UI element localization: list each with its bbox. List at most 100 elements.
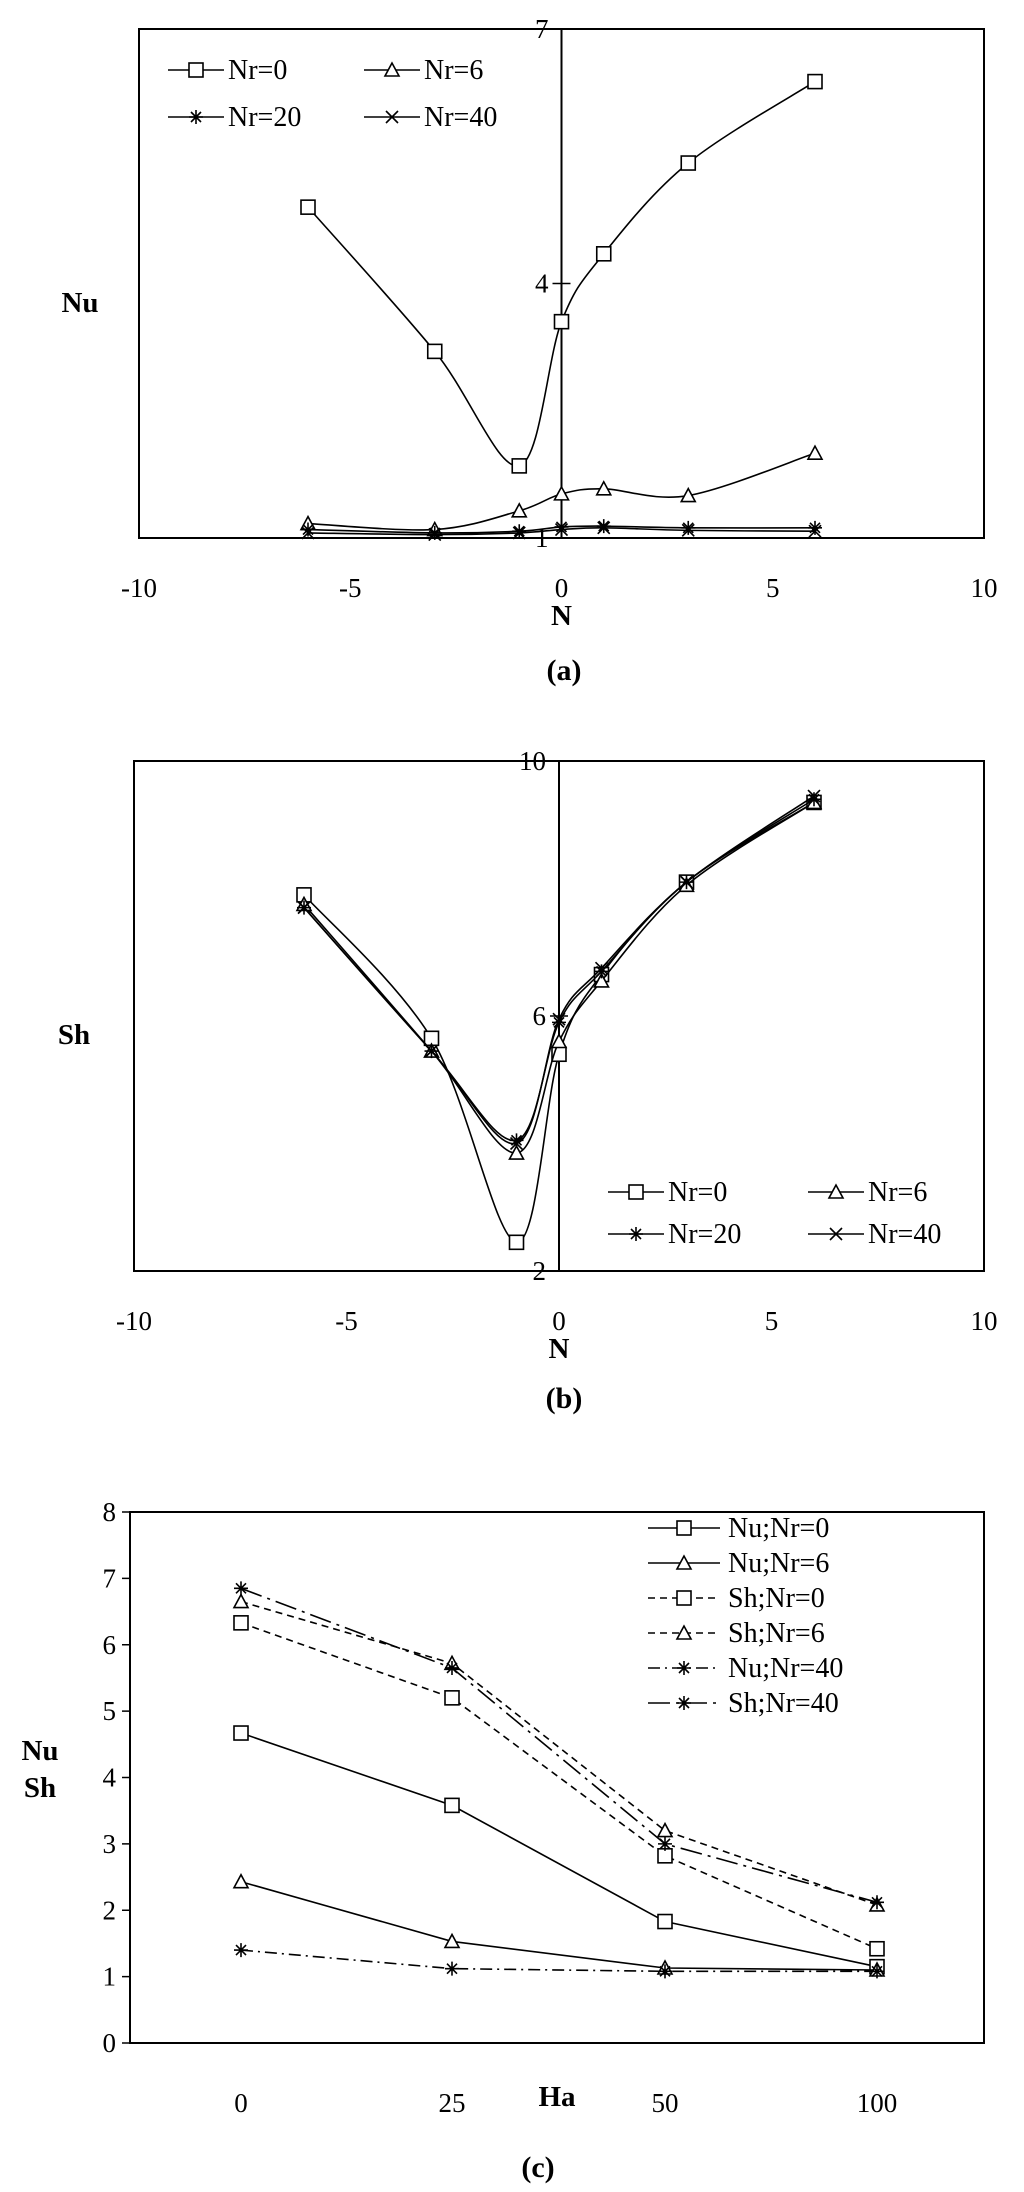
y-tick-label: 1 xyxy=(103,1962,117,1992)
x-tick-label: -5 xyxy=(339,573,362,603)
legend-label: Nr=0 xyxy=(668,1177,727,1208)
y-axis-title: Nu xyxy=(61,287,98,319)
y-tick-label: 7 xyxy=(103,1563,117,1593)
x-tick-label: 0 xyxy=(555,573,569,603)
data-point xyxy=(445,1660,459,1675)
data-point xyxy=(552,1015,566,1030)
data-point xyxy=(808,524,822,538)
x-tick-label: -10 xyxy=(116,1306,152,1336)
data-point xyxy=(553,313,570,330)
data-point xyxy=(597,521,611,535)
legend-label: Nr=6 xyxy=(868,1177,927,1208)
data-point xyxy=(869,1940,885,1957)
x-axis-title: Ha xyxy=(538,2081,576,2113)
data-point xyxy=(444,1690,460,1706)
chart-0: -10 -5 0 5 10 1 4 7 N Nu (a) Nr=0 Nr=6 Nr=20 Nr=40 xyxy=(61,14,997,687)
x-tick-label: 25 xyxy=(439,2088,466,2118)
data-point xyxy=(508,1234,525,1251)
legend-label: Nu;Nr=40 xyxy=(728,1653,843,1684)
x-tick-label: 50 xyxy=(652,2088,679,2118)
series-line-Sh;Nr=6 xyxy=(240,1600,878,1906)
data-point xyxy=(554,522,569,537)
legend-item: Sh;Nr=6 xyxy=(648,1618,825,1649)
data-point xyxy=(554,519,569,534)
data-point xyxy=(508,1144,525,1160)
data-point xyxy=(679,875,694,889)
legend-label: Sh;Nr=40 xyxy=(728,1688,839,1719)
data-point xyxy=(657,1848,673,1864)
legend-marker xyxy=(628,1184,644,1200)
legend-marker xyxy=(677,1696,691,1710)
legend-item: Nr=20 xyxy=(168,102,301,133)
data-point xyxy=(511,458,528,474)
x-tick-label: 5 xyxy=(766,573,780,603)
legend-item: Nr=6 xyxy=(364,55,483,86)
data-point xyxy=(593,972,610,988)
panel-caption: (a) xyxy=(547,654,582,687)
data-point xyxy=(445,1961,459,1976)
legend-item: Nu;Nr=6 xyxy=(648,1548,829,1579)
data-point xyxy=(596,519,611,534)
x-tick-label: 10 xyxy=(971,1306,998,1336)
chart-2: 0 1 2 3 4 5 6 7 8 0 25 50 100 Ha Nu Sh (c) Nu;Nr=0 Nu;Nr=6… xyxy=(21,1497,985,2184)
legend-item: Nu;Nr=0 xyxy=(648,1513,829,1544)
data-point xyxy=(658,1836,672,1851)
legend-item: Nr=40 xyxy=(808,1219,941,1250)
data-point xyxy=(807,73,823,90)
legend-marker xyxy=(385,110,399,124)
series-line-Sh;Nr=40 xyxy=(240,1587,878,1904)
x-axis-title: N xyxy=(549,1333,570,1365)
data-point xyxy=(808,520,822,535)
legend-item: Nr=40 xyxy=(364,102,497,133)
y-tick-label: 2 xyxy=(103,1895,117,1925)
x-tick-label: -10 xyxy=(121,573,157,603)
y-tick-label: 7 xyxy=(535,14,549,44)
legend-item: Nr=0 xyxy=(608,1177,727,1208)
data-point xyxy=(443,1932,461,1949)
legend-marker xyxy=(675,1554,693,1570)
legend-marker xyxy=(827,1183,845,1199)
y-tick-label: 1 xyxy=(535,523,549,553)
panel-caption: (b) xyxy=(546,1382,583,1415)
data-point xyxy=(232,1592,250,1609)
legend-label: Nr=40 xyxy=(424,102,497,133)
panel-caption: (c) xyxy=(521,2151,554,2184)
y-axis-title: Sh xyxy=(58,1019,90,1051)
data-point xyxy=(233,1725,249,1741)
plot-frame xyxy=(129,1511,985,2044)
y-tick-label: 0 xyxy=(103,2028,117,2058)
data-point xyxy=(512,524,527,539)
data-point xyxy=(595,246,612,262)
data-point xyxy=(553,485,570,501)
legend-marker xyxy=(676,1590,692,1606)
x-tick-label: -5 xyxy=(335,1306,358,1336)
legend-marker xyxy=(189,110,203,124)
y-tick-label: 2 xyxy=(533,1256,547,1286)
y-axis-title: Nu xyxy=(21,1735,58,1767)
legend-item: Nr=20 xyxy=(608,1219,741,1250)
data-point xyxy=(681,523,695,537)
data-point xyxy=(552,1012,566,1026)
x-axis-title: N xyxy=(551,600,572,632)
data-point xyxy=(301,522,315,537)
y-tick-label: 6 xyxy=(103,1630,117,1660)
legend-marker xyxy=(188,62,204,78)
data-point xyxy=(509,1136,524,1151)
data-point xyxy=(681,520,696,535)
data-point xyxy=(594,964,609,979)
legend-label: Nr=40 xyxy=(868,1219,941,1250)
data-point xyxy=(807,792,821,807)
legend-label: Nu;Nr=0 xyxy=(728,1513,829,1544)
legend-marker xyxy=(675,1624,693,1640)
legend-label: Nu;Nr=6 xyxy=(728,1548,829,1579)
x-tick-label: 0 xyxy=(552,1306,566,1336)
data-point xyxy=(807,789,821,803)
x-tick-label: 0 xyxy=(234,2088,248,2118)
y-tick-label: 8 xyxy=(103,1497,117,1527)
data-point xyxy=(870,1895,884,1910)
data-point xyxy=(657,1913,673,1930)
legend-marker xyxy=(629,1227,643,1241)
series-line-Nu;Nr=40 xyxy=(240,1949,877,1973)
legend-item: Nu;Nr=40 xyxy=(648,1653,843,1684)
data-point xyxy=(300,199,316,215)
